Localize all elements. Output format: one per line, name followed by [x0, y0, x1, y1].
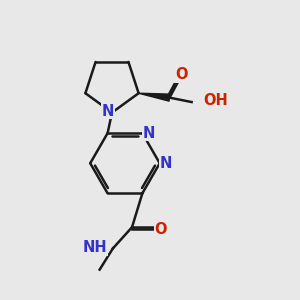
Text: N: N	[142, 126, 155, 141]
Polygon shape	[139, 93, 170, 101]
Text: OH: OH	[203, 93, 228, 108]
Text: N: N	[160, 156, 172, 171]
Text: O: O	[175, 68, 188, 82]
Text: N: N	[101, 103, 114, 118]
Text: O: O	[154, 222, 167, 237]
Text: NH: NH	[83, 240, 108, 255]
